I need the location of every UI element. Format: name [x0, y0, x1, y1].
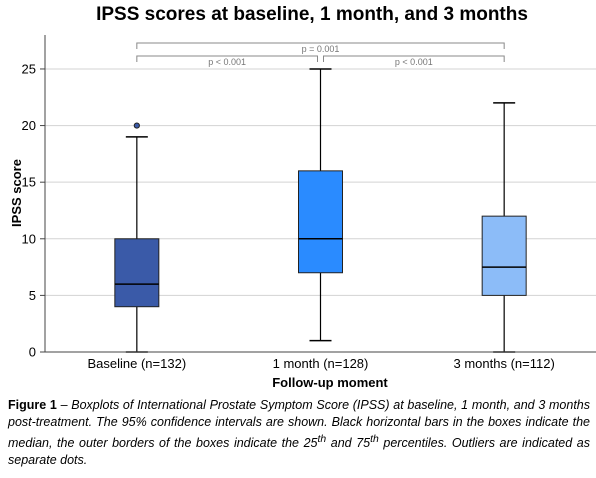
y-axis-title: IPSS score	[9, 159, 24, 227]
caption-text-2: and 75	[326, 436, 371, 451]
significance-label-2: p = 0.001	[302, 44, 340, 54]
x-tick-label-2: 3 months (n=112)	[454, 356, 555, 371]
y-tick-label-15: 15	[22, 175, 36, 190]
caption-text-1: Boxplots of International Prostate Sympt…	[8, 398, 590, 451]
boxes	[114, 68, 527, 353]
significance-bracket-1	[323, 55, 505, 62]
box-0	[114, 122, 160, 353]
y-tick-label-0: 0	[29, 345, 36, 360]
significance-bracket-2	[136, 42, 505, 49]
y-tick-label-25: 25	[22, 61, 36, 76]
y-tick-label-10: 10	[22, 231, 36, 246]
y-tick-label-20: 20	[22, 118, 36, 133]
x-axis-title: Follow-up moment	[272, 375, 388, 390]
caption-sup-2: th	[370, 434, 379, 445]
caption-dash: –	[56, 398, 72, 412]
significance-label-1: p < 0.001	[395, 57, 433, 67]
y-axis-ticks: 0 5 10 15 20 25	[22, 61, 45, 360]
box-2	[481, 102, 527, 353]
caption-label: Figure 1	[8, 398, 57, 412]
box-0-outlier-0	[133, 122, 140, 129]
figure-caption: Figure 1 – Boxplots of International Pro…	[8, 397, 590, 469]
caption-sup-1: th	[317, 434, 327, 445]
box-1-iqr	[298, 170, 343, 274]
box-2-iqr	[481, 215, 527, 296]
x-tick-label-1: 1 month (n=128)	[273, 356, 369, 371]
chart-title: IPSS scores at baseline, 1 month, and 3 …	[96, 4, 528, 25]
x-tick-label-0: Baseline (n=132)	[88, 356, 187, 371]
box-1	[298, 68, 343, 342]
significance-brackets: p < 0.001 p < 0.001 p = 0.001	[136, 42, 505, 67]
y-tick-label-5: 5	[29, 288, 36, 303]
boxplot-chart: IPSS scores at baseline, 1 month, and 3 …	[9, 4, 596, 390]
significance-label-0: p < 0.001	[208, 57, 246, 67]
box-0-iqr	[114, 238, 160, 308]
x-axis-ticks: Baseline (n=132) 1 month (n=128) 3 months …	[88, 356, 555, 371]
significance-bracket-0	[136, 55, 318, 62]
caption-text-3: percentiles. Outliers are indicated as s…	[8, 436, 590, 468]
